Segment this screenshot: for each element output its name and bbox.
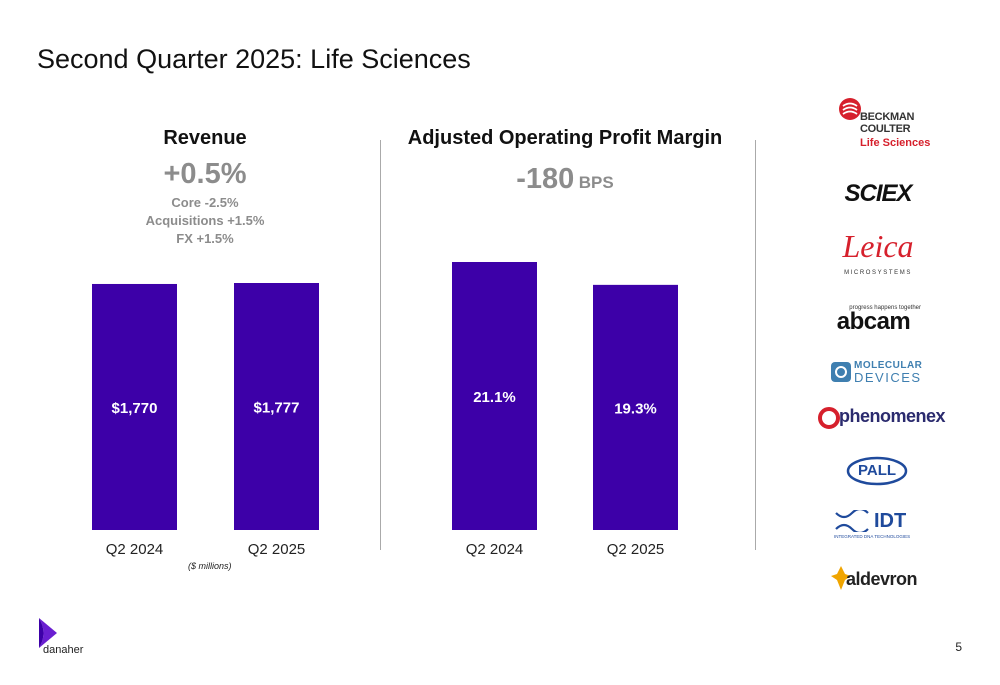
chart1-bar-1 [593, 284, 678, 530]
revenue-detail-fx: FX +1.5% [176, 231, 234, 246]
beckman-line-3: Life Sciences [860, 137, 931, 149]
leica-text: Leica [842, 228, 914, 264]
sciex-logo: SCIEX [836, 180, 920, 210]
unit-note: ($ millions) [188, 561, 232, 571]
idt-helix-icon [835, 510, 869, 532]
phenomenex-text: phenomenex [839, 406, 946, 426]
chart0-bar-1 [234, 283, 319, 530]
aldevron-logo: aldevron [830, 565, 920, 595]
beckman-swirl-icon [839, 98, 861, 120]
panel-divider-left [380, 140, 381, 550]
sciex-text: SCIEX [844, 180, 912, 207]
margin-change-value: -180 [516, 163, 575, 195]
pall-oval [846, 456, 908, 486]
revenue-detail-core: Core -2.5% [171, 195, 239, 210]
molecular-devices-logo: MOLECULAR DEVICES [830, 360, 922, 386]
margin-heading: Adjusted Operating Profit Margin [407, 127, 723, 149]
revenue-heading: Revenue [163, 127, 247, 149]
page-number: 5 [955, 640, 962, 654]
aldevron-text: aldevron [846, 569, 918, 589]
revenue-detail-acquisitions: Acquisitions +1.5% [145, 213, 265, 228]
chart0-tick-label-1: Q2 2025 [248, 541, 306, 558]
chart1-bar-0 [452, 262, 537, 530]
panel-divider-right [755, 140, 756, 550]
page-title: Second Quarter 2025: Life Sciences [37, 44, 471, 74]
beckman-coulter-logo: BECKMAN COULTER Life Sciences [836, 97, 936, 155]
molecular-devices-icon [831, 362, 851, 382]
chart1-tick-label-0: Q2 2024 [466, 541, 524, 558]
phenomenex-icon [818, 407, 840, 429]
abcam-tagline: progress happens together [849, 305, 921, 311]
chart0-data-label-0: $1,770 [112, 400, 158, 417]
abcam-logo: progress happens together abcam [826, 305, 921, 335]
danaher-mark-icon [39, 618, 57, 648]
beckman-line-1: BECKMAN [860, 111, 915, 123]
idt-text: IDT [874, 510, 907, 532]
aldevron-flame-icon [831, 566, 851, 590]
margin-change: -180 BPS [395, 163, 735, 196]
chart0-data-label-1: $1,777 [254, 400, 300, 417]
molecular-text: MOLECULAR [854, 360, 923, 371]
leica-sub: MICROSYSTEMS [844, 270, 912, 276]
danaher-wordmark: danaher [43, 644, 84, 656]
chart1-data-label-0: 21.1% [473, 389, 516, 406]
idt-sub: INTEGRATED DNA TECHNOLOGIES [834, 534, 911, 539]
leica-logo: Leica MICROSYSTEMS [836, 228, 920, 283]
pall-text: PALL [857, 462, 897, 479]
chart0-tick-label-0: Q2 2024 [106, 541, 164, 558]
idt-logo: IDT INTEGRATED DNA TECHNOLOGIES [834, 510, 920, 542]
pall-logo: PALL [846, 456, 908, 486]
beckman-line-2: COULTER [860, 123, 911, 135]
abcam-text: abcam [836, 308, 911, 335]
chart0-bar-0 [92, 283, 177, 530]
margin-change-unit: BPS [578, 173, 614, 192]
devices-text: DEVICES [854, 370, 922, 385]
revenue-change: +0.5% [163, 158, 247, 190]
phenomenex-logo: phenomenex [818, 404, 946, 432]
chart1-tick-label-1: Q2 2025 [607, 541, 665, 558]
chart1-data-label-1: 19.3% [614, 400, 657, 417]
danaher-logo: danaher [37, 617, 97, 659]
